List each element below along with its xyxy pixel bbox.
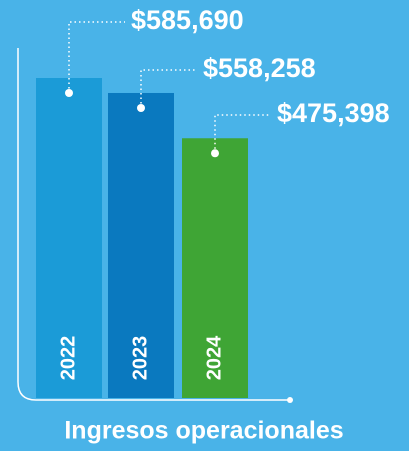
bar [36, 78, 102, 398]
chart-title: Ingresos operacionales [64, 417, 343, 445]
category-label: 2022 [57, 336, 79, 381]
category-label: 2024 [203, 335, 225, 380]
value-label: $585,690 [131, 5, 244, 35]
axis-line [17, 48, 288, 401]
value-label: $475,398 [277, 98, 390, 128]
category-label: 2023 [129, 336, 151, 381]
leader-line [68, 21, 125, 93]
bar [108, 92, 174, 399]
bar [182, 138, 248, 399]
value-label: $558,258 [203, 53, 316, 83]
axis-dot [287, 397, 293, 403]
